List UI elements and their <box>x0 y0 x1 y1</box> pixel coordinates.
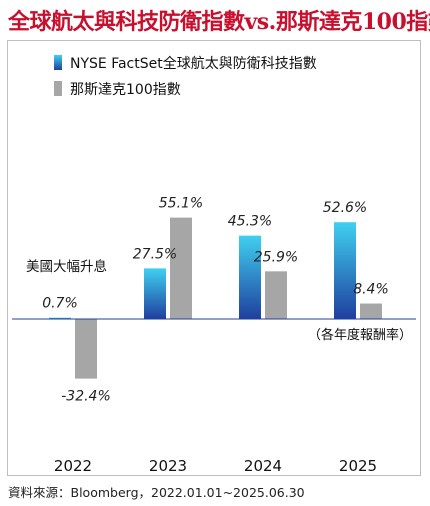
data-label-nasdaq-2023: 55.1% <box>159 196 203 212</box>
data-label-nasdaq-2022: -32.4% <box>61 389 111 405</box>
legend-swatch-2 <box>54 81 62 96</box>
data-label-aerospace-2025: 52.6% <box>323 200 367 216</box>
legend-label-1: NYSE FactSet全球航太與防衛科技指數 <box>70 55 317 72</box>
x-tick-2022: 2022 <box>54 457 92 475</box>
bar-aerospace-2024 <box>239 235 261 319</box>
bar-aerospace-2022 <box>49 317 71 320</box>
data-label-aerospace-2024: 45.3% <box>228 214 272 230</box>
bar-nasdaq-2024 <box>265 271 287 319</box>
x-tick-2024: 2024 <box>244 457 282 475</box>
bar-nasdaq-2023 <box>170 217 192 319</box>
bar-aerospace-2023 <box>144 268 166 319</box>
legend-swatch-1 <box>54 55 62 70</box>
bar-aerospace-2025 <box>334 222 356 319</box>
x-tick-2025: 2025 <box>339 457 377 475</box>
chart-title: 全球航太與科技防衛指數vs.那斯達克100指數 <box>8 9 430 35</box>
annotation-annual-return: （各年度報酬率） <box>308 327 412 343</box>
source-note: 資料來源：Bloomberg，2022.01.01~2025.06.30 <box>8 485 305 500</box>
data-label-aerospace-2022: 0.7% <box>42 296 78 312</box>
annotation-rate-hike: 美國大幅升息 <box>26 258 107 275</box>
bar-nasdaq-2025 <box>360 303 382 319</box>
data-label-nasdaq-2025: 8.4% <box>353 282 389 298</box>
data-label-nasdaq-2024: 25.9% <box>254 249 298 265</box>
data-label-aerospace-2023: 27.5% <box>133 246 177 262</box>
x-tick-2023: 2023 <box>149 457 187 475</box>
legend-label-2: 那斯達克100指數 <box>70 82 181 98</box>
chart-panel: NYSE FactSet全球航太與防衛科技指數 那斯達克100指數 0.7% -32… <box>7 40 421 476</box>
bar-nasdaq-2022 <box>75 319 97 379</box>
